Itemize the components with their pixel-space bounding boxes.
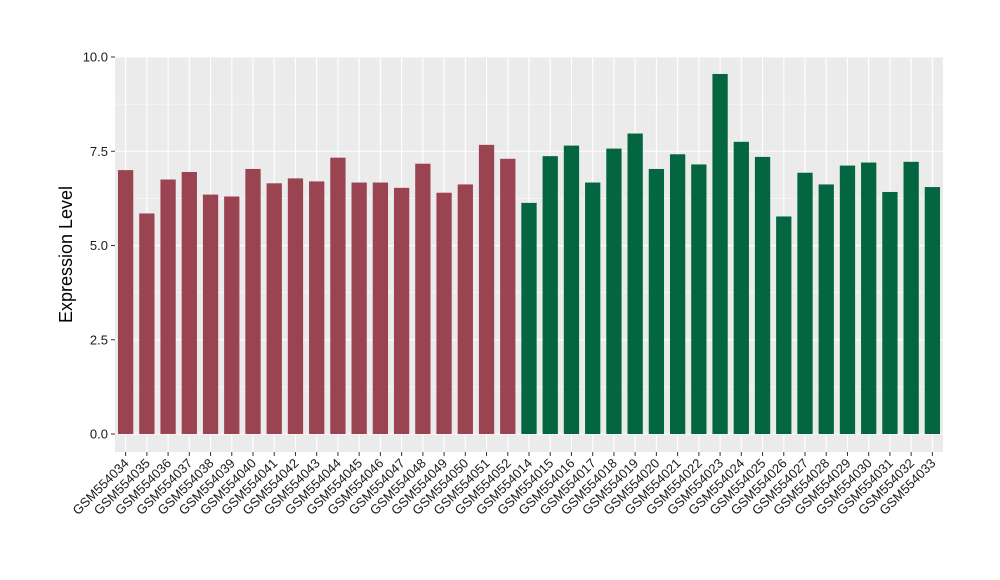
- bar-GSM554039: [224, 196, 240, 434]
- bar-GSM554020: [648, 168, 665, 434]
- bar-GSM554044: [330, 157, 346, 434]
- y-axis-title: Expression Level: [56, 186, 76, 323]
- bar-GSM554028: [818, 184, 834, 434]
- bar-GSM554035: [139, 213, 155, 434]
- bar-GSM554023: [712, 73, 728, 434]
- bar-GSM554025: [754, 156, 771, 434]
- bar-GSM554042: [287, 178, 304, 434]
- y-axis-ticks: 0.0 2.5 5.0 7.5 10.0: [83, 50, 115, 442]
- bar-GSM554031: [882, 191, 898, 434]
- bar-GSM554038: [202, 194, 219, 434]
- bar-GSM554019: [627, 133, 643, 434]
- bar-GSM554046: [372, 182, 389, 434]
- y-tick-label: 5.0: [90, 238, 108, 253]
- bars: [117, 73, 941, 435]
- bar-GSM554036: [160, 179, 176, 434]
- bar-GSM554037: [181, 171, 197, 435]
- bar-GSM554033: [924, 187, 941, 434]
- bar-GSM554014: [521, 202, 537, 434]
- bar-GSM554051: [478, 144, 495, 434]
- bar-GSM554018: [606, 148, 622, 434]
- bar-GSM554027: [797, 172, 813, 434]
- bar-GSM554040: [245, 168, 261, 434]
- bar-GSM554026: [776, 216, 792, 434]
- y-tick-label: 10.0: [83, 50, 108, 65]
- y-tick-label: 2.5: [90, 332, 108, 347]
- bar-GSM554030: [861, 162, 877, 434]
- bar-GSM554017: [585, 182, 601, 434]
- bar-GSM554032: [903, 161, 919, 434]
- x-axis-ticks: GSM554034GSM554035GSM554036GSM554037GSM5…: [70, 452, 939, 518]
- bar-GSM554047: [393, 187, 410, 434]
- bar-GSM554052: [500, 158, 516, 435]
- bar-GSM554024: [733, 141, 749, 434]
- bar-GSM554041: [266, 183, 282, 434]
- bar-GSM554049: [436, 192, 452, 434]
- bar-GSM554015: [542, 156, 558, 434]
- bar-GSM554034: [117, 170, 134, 434]
- bar-GSM554045: [351, 182, 367, 434]
- bar-GSM554043: [309, 181, 325, 434]
- y-tick-label: 0.0: [90, 427, 108, 442]
- y-tick-label: 7.5: [90, 144, 108, 159]
- bar-GSM554029: [839, 165, 856, 435]
- bar-GSM554022: [691, 164, 707, 434]
- bar-GSM554050: [457, 184, 473, 434]
- bar-GSM554016: [563, 145, 580, 434]
- bar-GSM554048: [415, 163, 431, 435]
- bar-GSM554021: [669, 154, 686, 435]
